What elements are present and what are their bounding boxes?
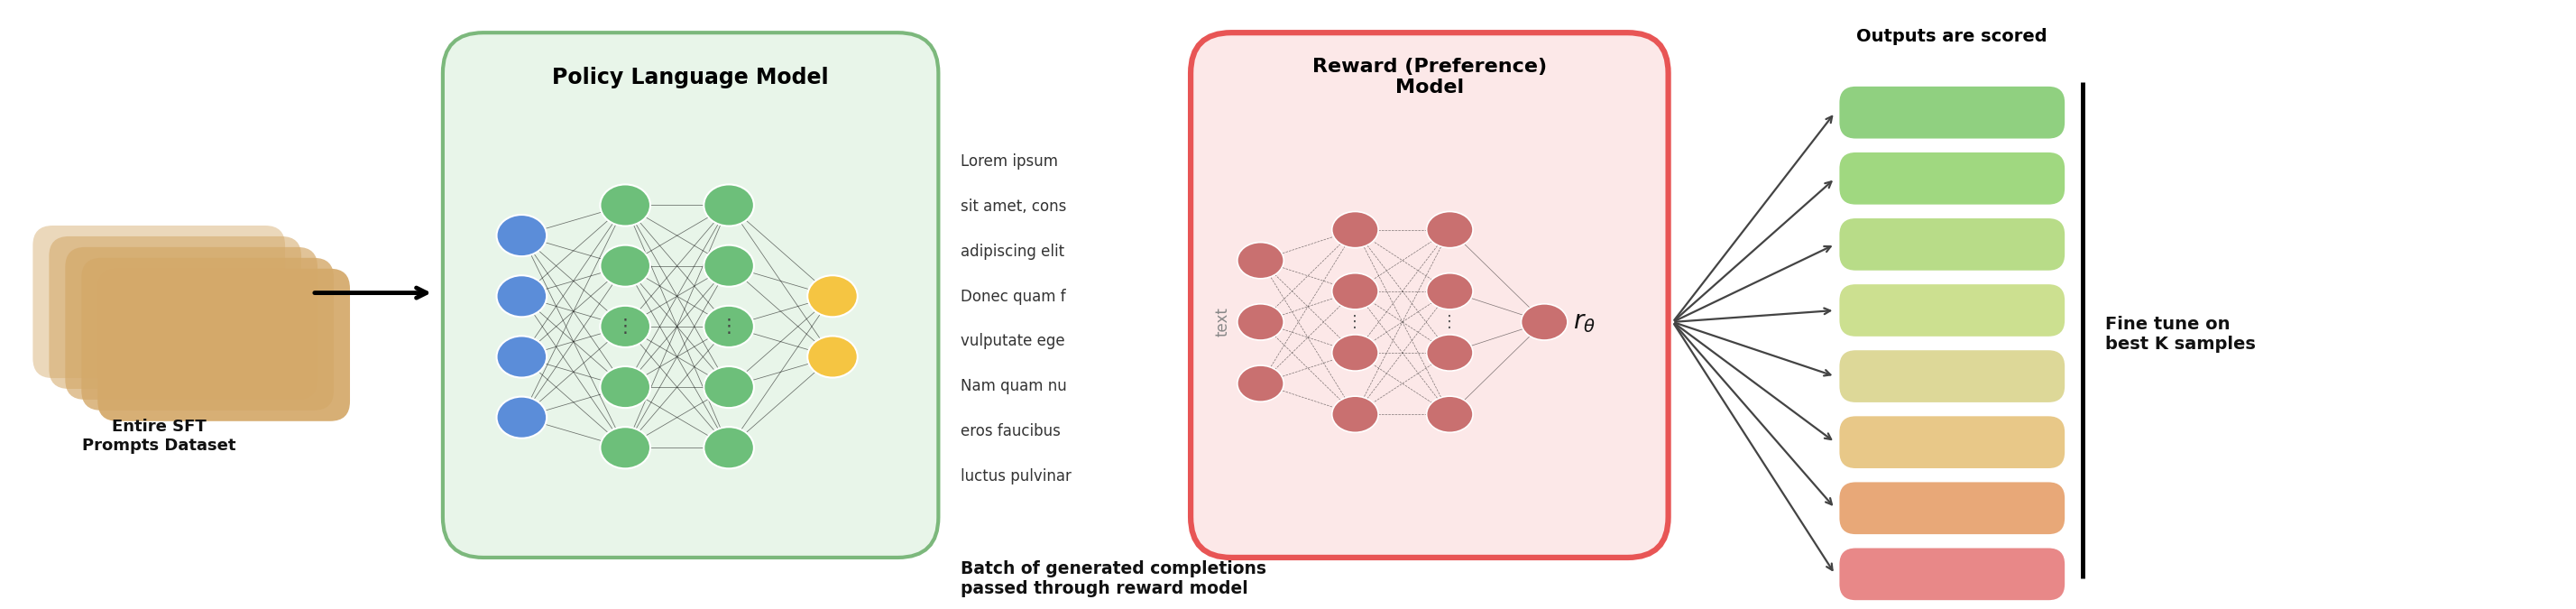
FancyBboxPatch shape	[443, 33, 938, 557]
Ellipse shape	[600, 185, 649, 226]
Text: ⋮: ⋮	[1443, 314, 1458, 330]
Ellipse shape	[1427, 211, 1473, 248]
Ellipse shape	[600, 427, 649, 468]
FancyBboxPatch shape	[1839, 284, 2066, 336]
Ellipse shape	[1427, 273, 1473, 309]
Ellipse shape	[703, 185, 755, 226]
FancyBboxPatch shape	[1190, 33, 1669, 557]
Text: $r_\theta$: $r_\theta$	[1574, 309, 1595, 334]
Text: Policy Language Model: Policy Language Model	[551, 67, 829, 88]
Ellipse shape	[1332, 211, 1378, 248]
Ellipse shape	[1332, 273, 1378, 309]
Ellipse shape	[600, 245, 649, 287]
Ellipse shape	[600, 367, 649, 408]
FancyBboxPatch shape	[33, 225, 286, 378]
Ellipse shape	[600, 306, 649, 347]
Ellipse shape	[703, 306, 755, 347]
Text: Donec quam f: Donec quam f	[961, 289, 1066, 304]
Text: Outputs are scored: Outputs are scored	[1857, 28, 2048, 45]
Ellipse shape	[497, 336, 546, 378]
FancyBboxPatch shape	[49, 236, 301, 389]
Ellipse shape	[497, 275, 546, 317]
Ellipse shape	[1427, 335, 1473, 371]
FancyBboxPatch shape	[1839, 482, 2066, 534]
Text: sit amet, cons: sit amet, cons	[961, 199, 1066, 215]
FancyBboxPatch shape	[1839, 548, 2066, 600]
Text: luctus pulvinar: luctus pulvinar	[961, 468, 1072, 484]
Text: Reward (Preference)
Model: Reward (Preference) Model	[1311, 58, 1546, 97]
Ellipse shape	[1236, 242, 1283, 278]
FancyBboxPatch shape	[1839, 152, 2066, 205]
FancyBboxPatch shape	[1839, 219, 2066, 270]
Text: adipiscing elit: adipiscing elit	[961, 244, 1064, 260]
FancyBboxPatch shape	[98, 269, 350, 421]
Ellipse shape	[806, 275, 858, 317]
Text: Nam quam nu: Nam quam nu	[961, 378, 1066, 395]
Ellipse shape	[497, 215, 546, 256]
Ellipse shape	[703, 245, 755, 287]
Text: vulputate ege: vulputate ege	[961, 333, 1066, 350]
FancyBboxPatch shape	[1839, 350, 2066, 403]
Text: ⋮: ⋮	[616, 317, 634, 336]
FancyBboxPatch shape	[1839, 86, 2066, 138]
Ellipse shape	[1332, 335, 1378, 371]
Ellipse shape	[1427, 396, 1473, 432]
Text: text: text	[1213, 307, 1231, 337]
Ellipse shape	[703, 367, 755, 408]
Text: eros faucibus: eros faucibus	[961, 423, 1061, 439]
Ellipse shape	[1332, 396, 1378, 432]
Ellipse shape	[1236, 304, 1283, 340]
Text: ⋮: ⋮	[719, 317, 739, 336]
FancyBboxPatch shape	[82, 258, 335, 410]
Ellipse shape	[497, 396, 546, 438]
Ellipse shape	[1236, 365, 1283, 402]
Ellipse shape	[703, 427, 755, 468]
Text: Fine tune on
best K samples: Fine tune on best K samples	[2105, 316, 2257, 353]
FancyBboxPatch shape	[1839, 416, 2066, 468]
Text: Entire SFT
Prompts Dataset: Entire SFT Prompts Dataset	[82, 418, 237, 454]
FancyBboxPatch shape	[64, 247, 317, 400]
Text: Batch of generated completions
passed through reward model: Batch of generated completions passed th…	[961, 560, 1267, 597]
Text: ⋮: ⋮	[1347, 314, 1363, 330]
Ellipse shape	[806, 336, 858, 378]
Text: Lorem ipsum: Lorem ipsum	[961, 154, 1059, 170]
Ellipse shape	[1522, 304, 1569, 340]
